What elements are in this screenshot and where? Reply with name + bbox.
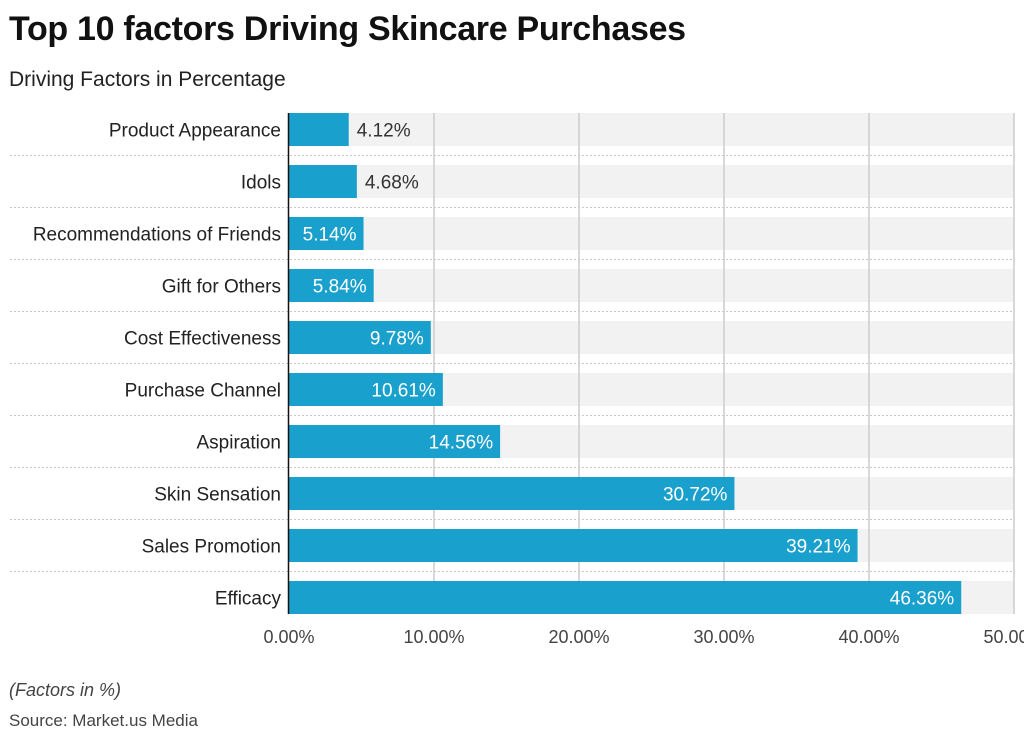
- row-band: [289, 217, 1014, 250]
- data-label: 5.84%: [313, 277, 367, 298]
- row-band: [289, 113, 1014, 146]
- bar: [289, 373, 443, 406]
- x-tick-label: 40.00%: [838, 627, 899, 647]
- chart-subtitle: Driving Factors in Percentage: [9, 68, 286, 91]
- data-label: 5.14%: [303, 225, 357, 246]
- category-label: Skin Sensation: [154, 485, 281, 506]
- bar: [289, 321, 431, 354]
- category-label: Efficacy: [215, 589, 282, 610]
- bar: [289, 477, 735, 510]
- x-tick-label: 20.00%: [548, 627, 609, 647]
- bar: [289, 113, 349, 146]
- x-tick-label: 50.00%: [983, 627, 1024, 647]
- category-label: Idols: [241, 173, 281, 194]
- category-label: Purchase Channel: [125, 381, 281, 402]
- data-label: 4.12%: [357, 121, 411, 142]
- category-label: Gift for Others: [162, 277, 281, 298]
- category-label: Product Appearance: [109, 121, 281, 142]
- category-label: Cost Effectiveness: [124, 329, 281, 350]
- chart-title: Top 10 factors Driving Skincare Purchase…: [9, 10, 686, 48]
- x-tick-label: 30.00%: [693, 627, 754, 647]
- row-band: [289, 165, 1014, 198]
- bar: [289, 529, 858, 562]
- data-label: 46.36%: [890, 589, 955, 610]
- data-label: 30.72%: [663, 485, 728, 506]
- x-tick-label: 0.00%: [263, 627, 314, 647]
- data-label: 10.61%: [371, 381, 436, 402]
- bar: [289, 165, 357, 198]
- bar: [289, 425, 501, 458]
- data-label: 4.68%: [365, 173, 419, 194]
- category-label: Recommendations of Friends: [33, 225, 281, 246]
- bar: [289, 217, 364, 250]
- data-label: 9.78%: [370, 329, 424, 350]
- category-label: Aspiration: [197, 433, 282, 454]
- chart-source: Source: Market.us Media: [9, 711, 198, 730]
- bar: [289, 581, 962, 614]
- category-label: Sales Promotion: [142, 537, 281, 558]
- bar: [289, 269, 374, 302]
- row-band: [289, 269, 1014, 302]
- chart-note: (Factors in %): [9, 680, 122, 700]
- x-tick-label: 10.00%: [403, 627, 464, 647]
- data-label: 39.21%: [786, 537, 851, 558]
- data-label: 14.56%: [429, 433, 494, 454]
